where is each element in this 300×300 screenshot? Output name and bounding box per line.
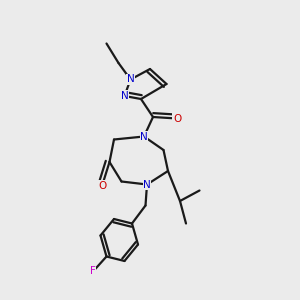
Text: N: N xyxy=(121,91,128,101)
Text: F: F xyxy=(90,266,96,277)
Text: O: O xyxy=(98,181,106,191)
Text: N: N xyxy=(127,74,134,85)
Text: O: O xyxy=(173,113,181,124)
Text: N: N xyxy=(143,179,151,190)
Text: N: N xyxy=(140,131,148,142)
